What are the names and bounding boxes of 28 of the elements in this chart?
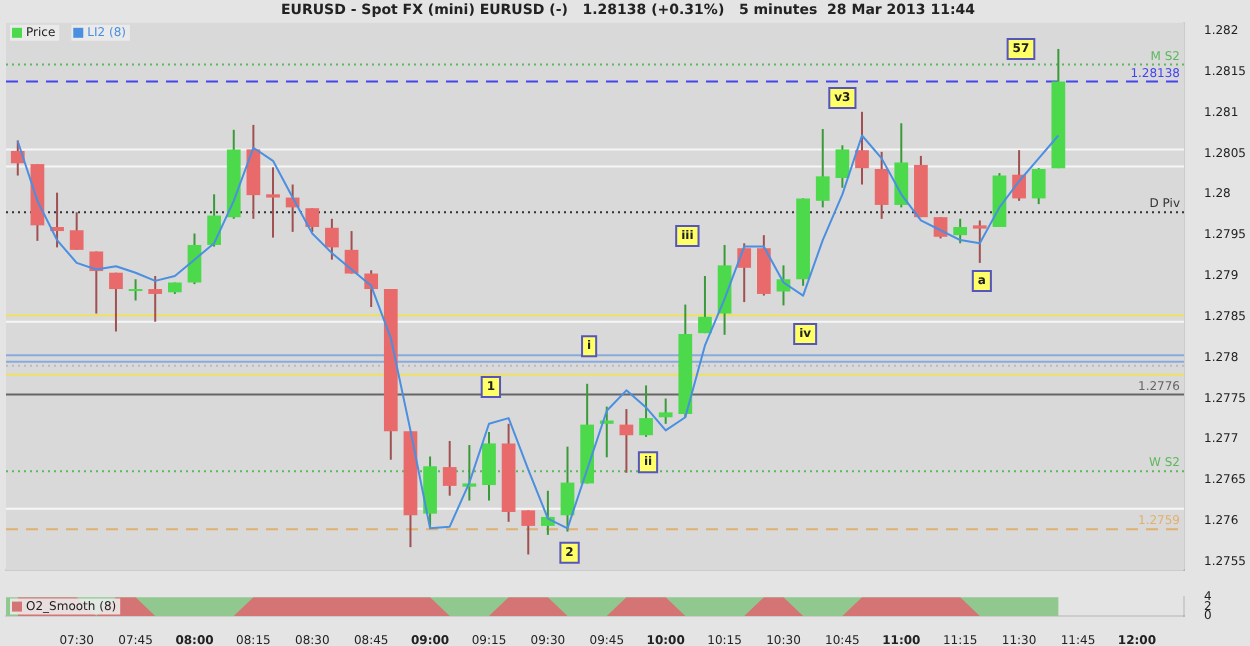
candlestick [148,274,163,323]
candlestick [462,444,477,502]
candlestick [855,110,869,186]
candlestick [874,150,889,220]
candlestick [89,250,104,315]
candlestick [482,430,496,502]
candlestick [639,384,653,438]
candlestick [756,234,771,297]
candlestick [266,166,280,239]
candlestick [972,219,987,264]
candlestick [815,127,830,209]
candlestick [325,217,339,261]
candlestick [128,278,143,302]
candlestick [737,242,752,304]
candlestick [1031,167,1046,206]
candlestick [305,207,320,233]
candlestick [207,193,221,248]
candlestick [69,211,84,251]
candlestick [835,144,850,189]
candlestick [560,445,575,533]
candlestick [658,397,673,425]
candlestick [521,509,536,556]
candlestick [698,274,712,335]
candlestick [442,439,457,497]
candlestick [953,217,968,245]
candlestick [423,455,437,530]
candlestick [109,271,123,333]
candlestick [894,122,909,209]
